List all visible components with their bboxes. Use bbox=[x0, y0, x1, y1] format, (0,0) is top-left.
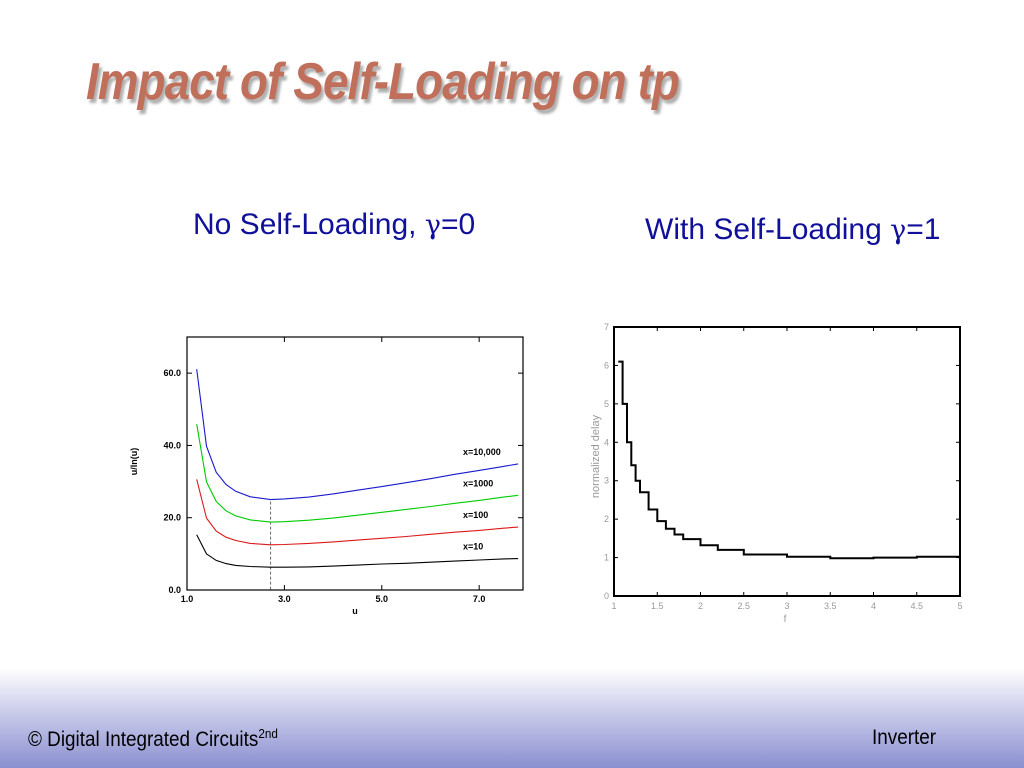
y-tick-label: 40.0 bbox=[163, 440, 181, 450]
x-tick-label: 3 bbox=[784, 601, 789, 611]
subtitle-no-self-loading: No Self-Loading, γ=0 bbox=[193, 208, 475, 242]
subtitle-left-value: =0 bbox=[440, 208, 476, 241]
x-tick-label: 5 bbox=[957, 601, 962, 611]
x-tick-label: 1.0 bbox=[181, 594, 194, 604]
series-line-2 bbox=[196, 424, 519, 523]
y-tick-label: 5 bbox=[604, 399, 609, 409]
y-tick-label: 7 bbox=[604, 322, 609, 332]
subtitle-left-text: No Self-Loading, bbox=[193, 208, 425, 241]
y-tick-label: 60.0 bbox=[163, 368, 181, 378]
subtitle-right-text: With Self-Loading bbox=[645, 213, 891, 246]
footer-course-text: © Digital Integrated Circuits bbox=[28, 728, 259, 751]
slide-title: Impact of Self-Loading on tp bbox=[86, 53, 680, 111]
y-axis-label: u/ln(u) bbox=[129, 448, 139, 476]
footer-edition: 2nd bbox=[258, 726, 278, 741]
series-label: x=1000 bbox=[463, 478, 493, 488]
delay-curve bbox=[618, 360, 960, 560]
x-tick-label: 4.5 bbox=[910, 601, 923, 611]
y-tick-label: 4 bbox=[604, 437, 609, 447]
gamma-symbol: γ bbox=[424, 210, 441, 241]
series-line-1 bbox=[196, 369, 519, 501]
y-tick-label: 6 bbox=[604, 360, 609, 370]
x-tick-label: 3.5 bbox=[824, 601, 837, 611]
x-tick-label: 1.5 bbox=[651, 601, 664, 611]
series-label: x=10 bbox=[463, 542, 483, 552]
subtitle-with-self-loading: With Self-Loading γ=1 bbox=[645, 213, 941, 247]
gamma-symbol: γ bbox=[890, 215, 907, 246]
x-tick-label: 3.0 bbox=[278, 594, 291, 604]
x-tick-label: 7.0 bbox=[473, 594, 486, 604]
footer-chapter: Inverter bbox=[872, 726, 937, 749]
footer-band bbox=[0, 668, 1024, 768]
x-tick-label: 2.5 bbox=[737, 601, 750, 611]
x-tick-label: 1 bbox=[611, 601, 616, 611]
footer-course-title: © Digital Integrated Circuits2nd bbox=[28, 726, 278, 752]
subtitle-right-value: =1 bbox=[906, 213, 941, 246]
y-tick-label: 0.0 bbox=[168, 585, 181, 595]
plot-frame bbox=[186, 336, 524, 591]
y-tick-label: 1 bbox=[604, 553, 609, 563]
series-label: x=10,000 bbox=[463, 447, 501, 457]
x-tick-label: 5.0 bbox=[376, 594, 389, 604]
x-tick-label: 4 bbox=[871, 601, 876, 611]
y-tick-label: 20.0 bbox=[163, 513, 181, 523]
series-line-3 bbox=[196, 479, 519, 546]
series-label: x=100 bbox=[463, 510, 488, 520]
y-tick-label: 2 bbox=[604, 514, 609, 524]
x-axis-label: u bbox=[352, 606, 358, 616]
x-tick-label: 2 bbox=[698, 601, 703, 611]
x-axis-label: f bbox=[784, 614, 787, 625]
series-line-4 bbox=[196, 534, 519, 568]
y-tick-label: 3 bbox=[604, 476, 609, 486]
y-tick-label: 0 bbox=[604, 591, 609, 601]
y-axis-label: normalized delay bbox=[590, 414, 602, 498]
